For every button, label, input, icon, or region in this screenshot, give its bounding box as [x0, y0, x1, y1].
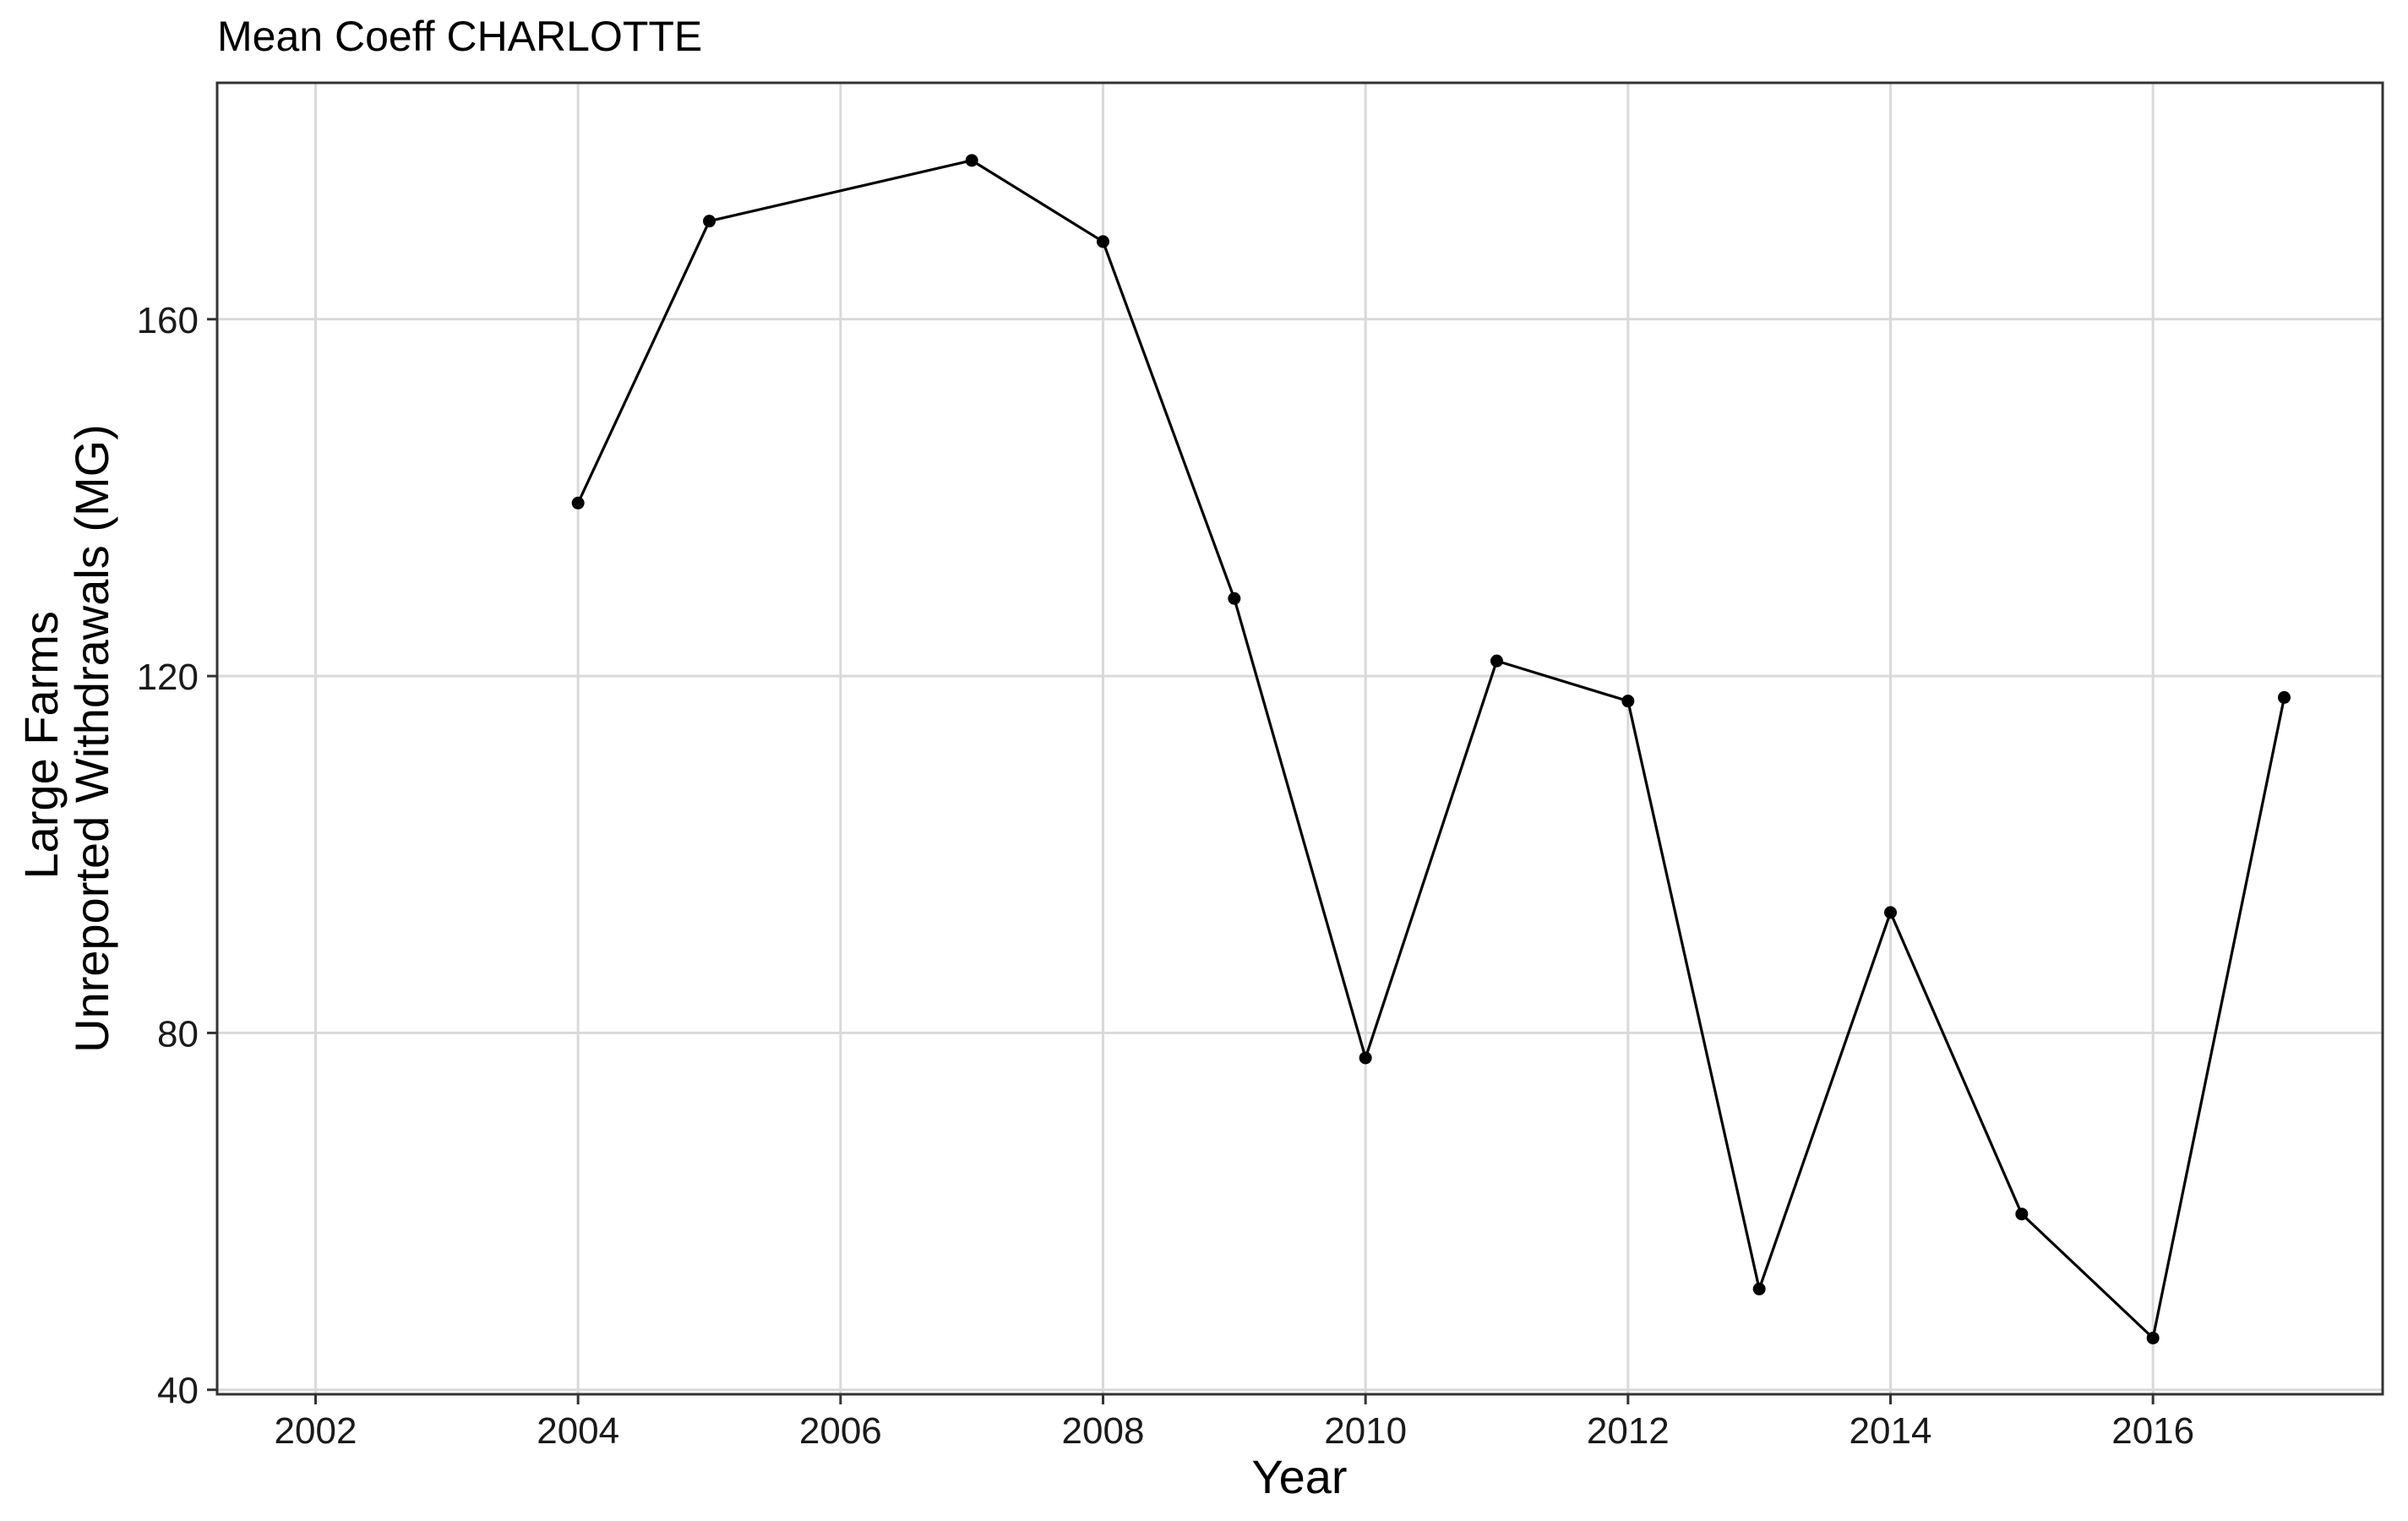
x-tick-label: 2008 — [1062, 1410, 1145, 1452]
x-axis-title: Year — [1251, 1450, 1347, 1503]
x-tick-label: 2016 — [2111, 1410, 2194, 1452]
data-point — [703, 215, 716, 228]
data-point — [2278, 690, 2291, 704]
x-tick-label: 2010 — [1324, 1410, 1407, 1452]
data-point — [1752, 1282, 1766, 1295]
plot-panel-border — [215, 81, 2384, 1396]
y-tick-label: 120 — [137, 657, 199, 698]
x-tick-label: 2006 — [799, 1410, 882, 1452]
x-tick-label: 2004 — [537, 1410, 619, 1452]
gridlines — [217, 83, 2383, 1394]
series-line — [576, 159, 2286, 1340]
data-series — [571, 154, 2291, 1344]
x-tick-label: 2002 — [275, 1410, 357, 1452]
data-point — [2146, 1331, 2160, 1344]
y-tick-label: 40 — [157, 1371, 199, 1412]
chart-title: Mean Coeff CHARLOTTE — [217, 13, 702, 60]
data-point — [571, 496, 585, 510]
x-tick-label: 2012 — [1587, 1410, 1670, 1452]
y-axis-title-line-1: Large Farms — [14, 611, 68, 879]
y-axis-title-line-2: Unreported Withdrawals (MG) — [65, 424, 118, 1053]
data-point — [965, 154, 978, 167]
data-point — [1228, 592, 1241, 605]
axes: 2002 2004 2006 2008 2010 2012 2014 2016 40 80 120 1… — [137, 300, 2195, 1452]
data-point — [1490, 654, 1503, 668]
data-point — [1359, 1051, 1372, 1065]
y-tick-label: 160 — [137, 300, 199, 341]
data-point — [2015, 1208, 2029, 1221]
y-tick-label: 80 — [157, 1013, 199, 1055]
x-tick-label: 2014 — [1850, 1410, 1932, 1452]
data-point — [1097, 235, 1109, 248]
data-point — [1884, 906, 1897, 919]
data-point — [1621, 695, 1635, 708]
y-axis-title: Large Farms Unreported Withdrawals (MG) — [14, 424, 118, 1053]
